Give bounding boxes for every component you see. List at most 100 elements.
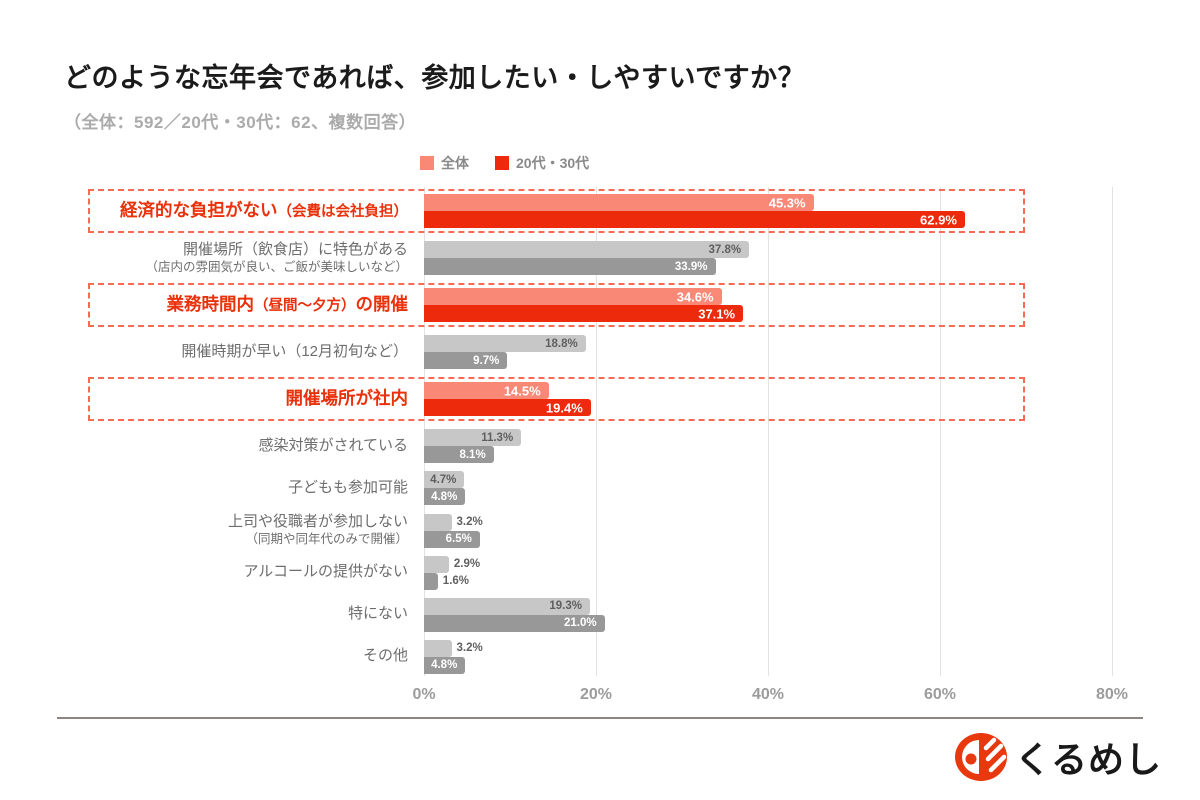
- bar-overall: 34.6%: [424, 288, 722, 306]
- row-label: 上司や役職者が参加しない （同期や同年代のみで開催）: [64, 513, 424, 547]
- bar-value-label: 14.5%: [503, 383, 541, 399]
- bar-line: 9.7%: [424, 352, 1136, 370]
- bar-line: 6.5%: [424, 530, 1136, 548]
- row-bars: 45.3% 62.9%: [424, 194, 1136, 228]
- bar-line: 2.9%: [424, 555, 1136, 573]
- row-label-part: 子どもも参加可能: [287, 479, 408, 496]
- bar-line: 19.3%: [424, 597, 1136, 615]
- row-label-part: 上司や役職者が参加しない: [227, 513, 408, 531]
- logo-text: くるめし: [1014, 739, 1162, 780]
- chart-row: 特にない 19.3% 21.0%: [64, 597, 1136, 632]
- bar-value-label: 8.1%: [459, 448, 486, 461]
- highlight-box: [88, 283, 1025, 328]
- bar-20s30s: 8.1%: [424, 446, 494, 464]
- bar-value-label: 4.8%: [431, 490, 458, 503]
- bar-line: 4.8%: [424, 656, 1136, 674]
- gridline: [1112, 187, 1113, 676]
- legend-label-20s30s: 20代・30代: [516, 155, 590, 171]
- chart-row: その他 3.2% 4.8%: [64, 639, 1136, 674]
- bar-line: 8.1%: [424, 446, 1136, 464]
- bar-value-label: 21.0%: [563, 617, 597, 630]
- bar-line: 14.5%: [424, 382, 1136, 400]
- bar-value-label: 9.7%: [473, 354, 500, 367]
- row-bars: 19.3% 21.0%: [424, 597, 1136, 632]
- row-label: 特にない: [64, 605, 424, 624]
- bar-overall: 45.3%: [424, 194, 814, 211]
- row-bars: 3.2% 6.5%: [424, 513, 1136, 548]
- x-axis-tick: 80%: [1095, 685, 1129, 703]
- row-label-part: 特にない: [347, 605, 408, 623]
- bar-overall: [424, 513, 452, 531]
- row-label-part: 開催場所（飲食店）に特色がある: [182, 241, 408, 258]
- chart-row: 上司や役職者が参加しない （同期や同年代のみで開催） 3.2% 6.5%: [64, 513, 1136, 548]
- x-axis: 0% 20% 40% 60% 80%: [64, 686, 1136, 708]
- chart-row: アルコールの提供がない 2.9% 1.6%: [64, 555, 1136, 590]
- row-label-part: アルコールの提供がない: [243, 563, 408, 581]
- bar-value-label: 37.8%: [708, 243, 742, 256]
- chart-row: 経済的な負担がない（会費は会社負担） 45.3% 62.9%: [64, 189, 1136, 233]
- chart-row: 子どもも参加可能 4.7% 4.8%: [64, 471, 1136, 506]
- bar-20s30s: 6.5%: [424, 530, 480, 548]
- row-label: 開催時期が早い（12月初旬など）: [64, 343, 424, 362]
- row-label-part: 業務時間内: [166, 294, 255, 315]
- bar-value-label: 62.9%: [920, 212, 957, 227]
- row-label-line2: （店内の雰囲気が良い、ご飯が美味しいなど）: [145, 259, 408, 274]
- bar-20s30s: 4.8%: [424, 656, 466, 674]
- bar-value-label: 4.7%: [430, 473, 457, 486]
- legend-swatch-20s30s: [495, 156, 509, 170]
- x-axis-tick: 60%: [923, 685, 957, 703]
- chart-row: 業務時間内（昼間～夕方）の開催 34.6% 37.1%: [64, 283, 1136, 328]
- row-label: 開催場所が社内: [64, 388, 424, 410]
- bar-line: 3.2%: [424, 513, 1136, 531]
- bar-20s30s: 9.7%: [424, 352, 508, 370]
- bar-line: 45.3%: [424, 194, 1136, 211]
- row-label-line2: （同期や同年代のみで開催）: [245, 532, 408, 547]
- bar-overall: 19.3%: [424, 597, 590, 615]
- bar-overall: 18.8%: [424, 335, 586, 353]
- legend-swatch-overall: [420, 156, 434, 170]
- gridline: [768, 187, 769, 676]
- row-bars: 3.2% 4.8%: [424, 639, 1136, 674]
- bar-line: 37.1%: [424, 305, 1136, 323]
- row-bars: 4.7% 4.8%: [424, 471, 1136, 506]
- row-label: 経済的な負担がない（会費は会社負担）: [64, 200, 424, 222]
- page-title: どのような忘年会であれば、参加したい・しやすいですか？: [64, 63, 806, 93]
- bar-20s30s: [424, 572, 438, 590]
- bar-20s30s: 33.9%: [424, 258, 716, 276]
- bar-line: 37.8%: [424, 241, 1136, 259]
- row-label-part: （会費は会社負担）: [277, 204, 409, 221]
- bar-value-label: 37.1%: [698, 306, 736, 322]
- bar-20s30s: 4.8%: [424, 488, 466, 506]
- bar-line: 1.6%: [424, 572, 1136, 590]
- gridline: [596, 187, 597, 676]
- bar-line: 33.9%: [424, 258, 1136, 276]
- bar-value-label: 11.3%: [481, 431, 514, 444]
- footer-divider: [57, 717, 1143, 719]
- bar-value-label: 3.2%: [456, 516, 483, 529]
- bar-overall: 4.7%: [424, 471, 465, 489]
- row-bars: 14.5% 19.4%: [424, 382, 1136, 417]
- bar-value-label: 6.5%: [445, 533, 472, 546]
- gridline: [940, 187, 941, 676]
- row-label: その他: [64, 647, 424, 666]
- bar-line: 3.2%: [424, 639, 1136, 657]
- bar-value-label: 19.4%: [545, 400, 583, 416]
- chart-row: 開催場所（飲食店）に特色がある （店内の雰囲気が良い、ご飯が美味しいなど） 37.8…: [64, 241, 1136, 276]
- survey-sample-note: （全体：592／20代・30代：62、複数回答）: [64, 113, 417, 132]
- row-label-part: 開催時期が早い（12月初旬など）: [181, 343, 408, 360]
- x-axis-tick: 0%: [412, 685, 436, 703]
- bar-20s30s: 19.4%: [424, 399, 591, 417]
- row-label-part: の開催: [355, 294, 409, 315]
- bar-line: 18.8%: [424, 335, 1136, 353]
- content-container: どのような忘年会であれば、参加したい・しやすいですか？ （全体：592／20代・…: [64, 0, 1136, 708]
- row-label: 業務時間内（昼間～夕方）の開催: [64, 294, 424, 316]
- bar-20s30s: 21.0%: [424, 614, 605, 632]
- row-label: 子どもも参加可能: [64, 479, 424, 498]
- bar-value-label: 18.8%: [545, 337, 578, 350]
- bar-value-label: 33.9%: [674, 260, 708, 273]
- legend-label-overall: 全体: [441, 155, 469, 171]
- row-label: アルコールの提供がない: [64, 563, 424, 582]
- row-bars: 2.9% 1.6%: [424, 555, 1136, 590]
- highlight-box: [88, 189, 1025, 233]
